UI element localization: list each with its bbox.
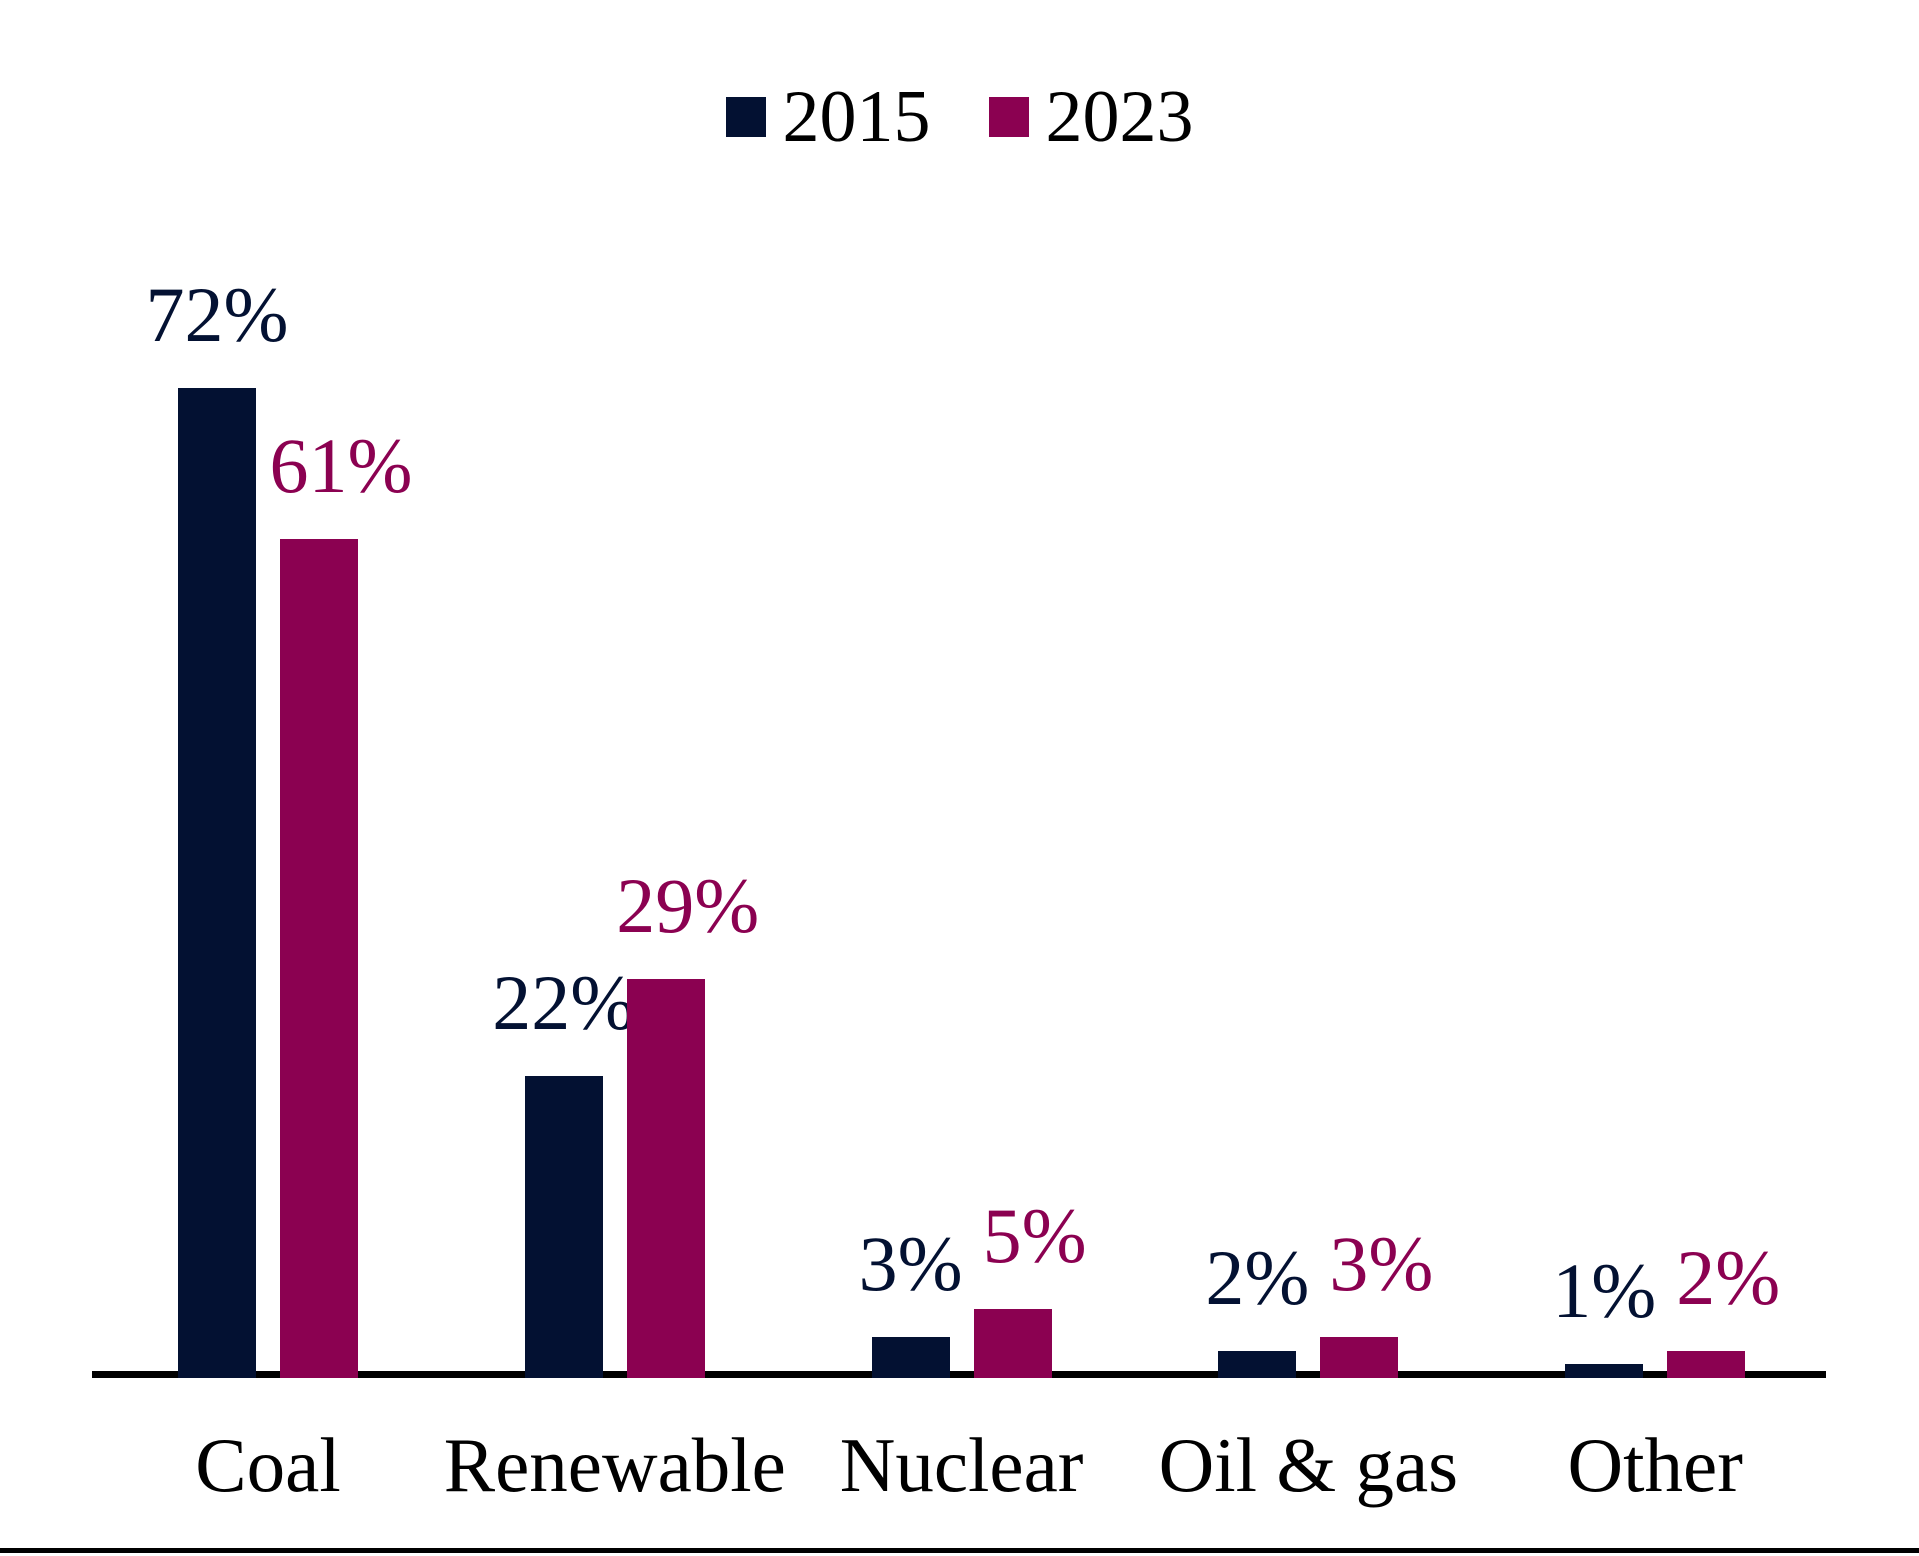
bar-2023-other	[1667, 1350, 1746, 1378]
bar-2023-nuclear	[973, 1309, 1052, 1378]
value-label-2023-renewable: 29%	[616, 862, 760, 950]
value-label-2023-coal: 61%	[269, 422, 413, 510]
x-axis-label-oil-gas: Oil & gas	[1158, 1422, 1459, 1508]
value-label-2015-other: 1%	[1552, 1247, 1657, 1335]
bar-2015-other	[1565, 1364, 1644, 1378]
bar-2023-oil-gas	[1320, 1336, 1399, 1378]
value-label-2015-renewable: 22%	[492, 958, 636, 1046]
value-label-2023-oil-gas: 3%	[1329, 1219, 1434, 1307]
legend-label-2023: 2023	[1045, 76, 1194, 158]
legend-item-2023: 2023	[988, 76, 1194, 158]
bar-2015-renewable	[524, 1075, 603, 1378]
x-axis-label-nuclear: Nuclear	[839, 1422, 1084, 1508]
bottom-border-line	[0, 1548, 1919, 1553]
value-label-2023-nuclear: 5%	[982, 1192, 1087, 1280]
bar-2015-coal	[178, 388, 256, 1378]
x-axis-label-other: Other	[1567, 1422, 1743, 1508]
bar-2023-renewable	[626, 979, 705, 1378]
bar-2015-nuclear	[871, 1336, 950, 1378]
x-axis-label-renewable: Renewable	[443, 1422, 786, 1508]
chart-legend: 2015 2023	[0, 80, 1919, 154]
value-label-2015-nuclear: 3%	[858, 1219, 963, 1307]
bar-2015-oil-gas	[1218, 1350, 1297, 1378]
x-axis-line	[92, 1371, 1826, 1378]
legend-item-2015: 2015	[725, 76, 931, 158]
bar-2023-coal	[280, 539, 358, 1378]
legend-swatch-2015	[725, 97, 766, 137]
value-label-2015-coal: 72%	[145, 271, 289, 358]
legend-label-2015: 2015	[782, 76, 931, 158]
value-label-2023-other: 2%	[1676, 1233, 1781, 1321]
legend-swatch-2023	[988, 97, 1029, 137]
value-label-2015-oil-gas: 2%	[1205, 1233, 1310, 1321]
x-axis-label-coal: Coal	[195, 1422, 341, 1508]
